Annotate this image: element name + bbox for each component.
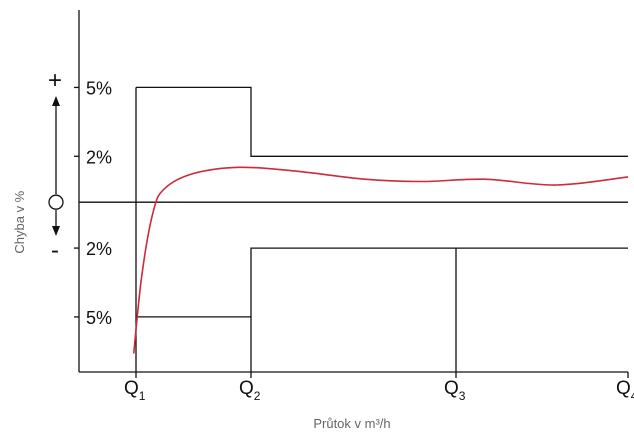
x-tick-subscript: 4 [631,389,634,403]
x-tick-subscript: 3 [459,389,466,403]
x-axis-title: Průtok v m³/h [313,416,390,431]
y-tick-label: 5% [86,78,112,98]
y-tick-label: 5% [86,308,112,328]
x-tick-subscript: 1 [139,389,146,403]
upper-error-limit [136,86,628,157]
x-tick-label: Q1 [124,378,146,403]
labels-layer: 5% 2% 2% 5% Q1 Q2 Q3 Q4 + - Chyba v % Průtok v m³/h [12,67,634,431]
curve-layer [132,166,629,354]
down-arrow-icon [52,226,60,236]
y-tick-label: 2% [86,147,112,167]
x-tick-label: Q2 [239,378,261,403]
lower-error-limit [136,247,628,318]
x-tick-label: Q4 [616,378,634,403]
limits-layer [135,86,628,372]
y-tick-label: 2% [86,239,112,259]
plus-sign: + [48,67,62,94]
up-arrow-icon [52,96,60,106]
minus-sign: - [51,237,59,264]
y-axis-title: Chyba v % [12,190,27,253]
zero-circle-icon [48,194,64,210]
axes-layer [48,10,629,378]
x-tick-subscript: 2 [254,389,261,403]
error-curve-line [132,166,629,354]
x-tick-label: Q3 [444,378,466,403]
